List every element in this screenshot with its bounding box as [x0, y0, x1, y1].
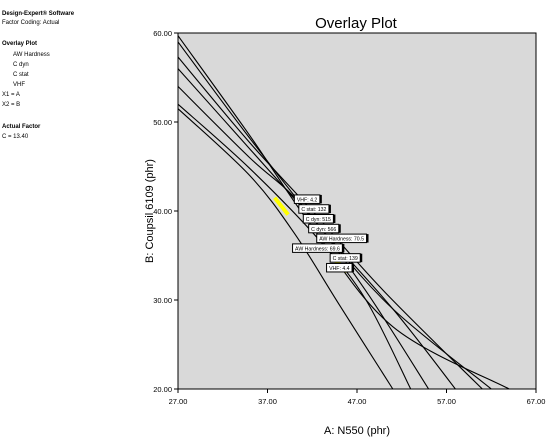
flag-shadow: [342, 243, 345, 253]
flag-label: C stat: 139: [333, 256, 358, 262]
y-tick-label: 40.00: [153, 207, 172, 216]
legend-item-c-stat: C stat: [13, 72, 29, 78]
flag-label: VHF: 4.2: [297, 197, 318, 203]
info-panel: Design-Expert® Software Factor Coding: A…: [0, 0, 118, 438]
flag-shadow: [319, 194, 322, 204]
point-flag-5: AW Hardness: 70.5: [316, 233, 369, 244]
flag-shadow: [328, 204, 331, 214]
x-tick-label: 47.00: [348, 397, 367, 406]
flag-shadow: [333, 214, 336, 224]
legend-item-c-dyn: C dyn: [13, 62, 29, 68]
y-axis-label: B: Coupsil 6109 (phr): [144, 159, 156, 263]
factor-coding: Factor Coding: Actual: [2, 20, 60, 26]
actual-factor-value: C = 13.40: [2, 134, 29, 140]
x-axis-label: A: N550 (phr): [324, 425, 390, 437]
legend-item-vhf: VHF: [13, 82, 25, 88]
flag-shadow: [352, 263, 355, 272]
flag-label: VHF: 4.4: [329, 266, 350, 272]
y-tick-label: 30.00: [153, 296, 172, 305]
chart-title: Overlay Plot: [315, 15, 398, 32]
flag-shadow: [338, 224, 341, 233]
flag-label: C stat: 132: [301, 207, 326, 213]
flag-label: C dyn: 566: [311, 227, 336, 233]
y-axis-ticks: 20.00 30.00 40.00 50.00 60.00: [153, 29, 178, 394]
factor-x2: X2 = B: [2, 102, 21, 108]
flag-label: AW Hardness: 70.5: [319, 237, 364, 243]
x-tick-label: 57.00: [437, 397, 456, 406]
y-tick-label: 20.00: [153, 385, 172, 394]
point-flag-7: C stat: 139: [329, 253, 363, 263]
flag-label: AW Hardness: 69.6: [295, 246, 340, 252]
actual-factor-heading: Actual Factor: [2, 124, 41, 130]
x-tick-label: 67.00: [527, 397, 546, 406]
legend-item-aw-hardness: AW Hardness: [13, 52, 50, 58]
flag-label: C dyn: 515: [306, 217, 331, 223]
point-flag-1: VHF: 4.2: [293, 194, 322, 204]
point-flag-2: C stat: 132: [298, 204, 331, 214]
x-tick-label: 27.00: [169, 397, 188, 406]
factor-x1: X1 = A: [2, 92, 20, 98]
contour-line-7: [177, 108, 394, 390]
software-name: Design-Expert® Software: [2, 11, 75, 17]
feasible-highlight-1: [273, 196, 290, 216]
point-flags: VHF: 4.2 C stat: 132 C dyn: 515 C dyn: 566 A…: [292, 194, 369, 273]
legend-heading: Overlay Plot: [2, 41, 38, 47]
plot-area: [177, 32, 537, 390]
y-tick-label: 60.00: [153, 29, 172, 38]
point-flag-3: C dyn: 515: [302, 214, 336, 224]
x-axis-ticks: 27.00 37.00 47.00 57.00 67.00: [169, 389, 546, 406]
x-tick-label: 37.00: [258, 397, 277, 406]
y-tick-label: 50.00: [153, 118, 172, 127]
flag-shadow: [366, 234, 369, 243]
point-flag-4: C dyn: 566: [308, 223, 341, 234]
point-flag-6: AW Hardness: 69.6: [292, 243, 345, 253]
flag-shadow: [360, 253, 363, 263]
point-flag-8: VHF: 4.4: [326, 262, 355, 273]
